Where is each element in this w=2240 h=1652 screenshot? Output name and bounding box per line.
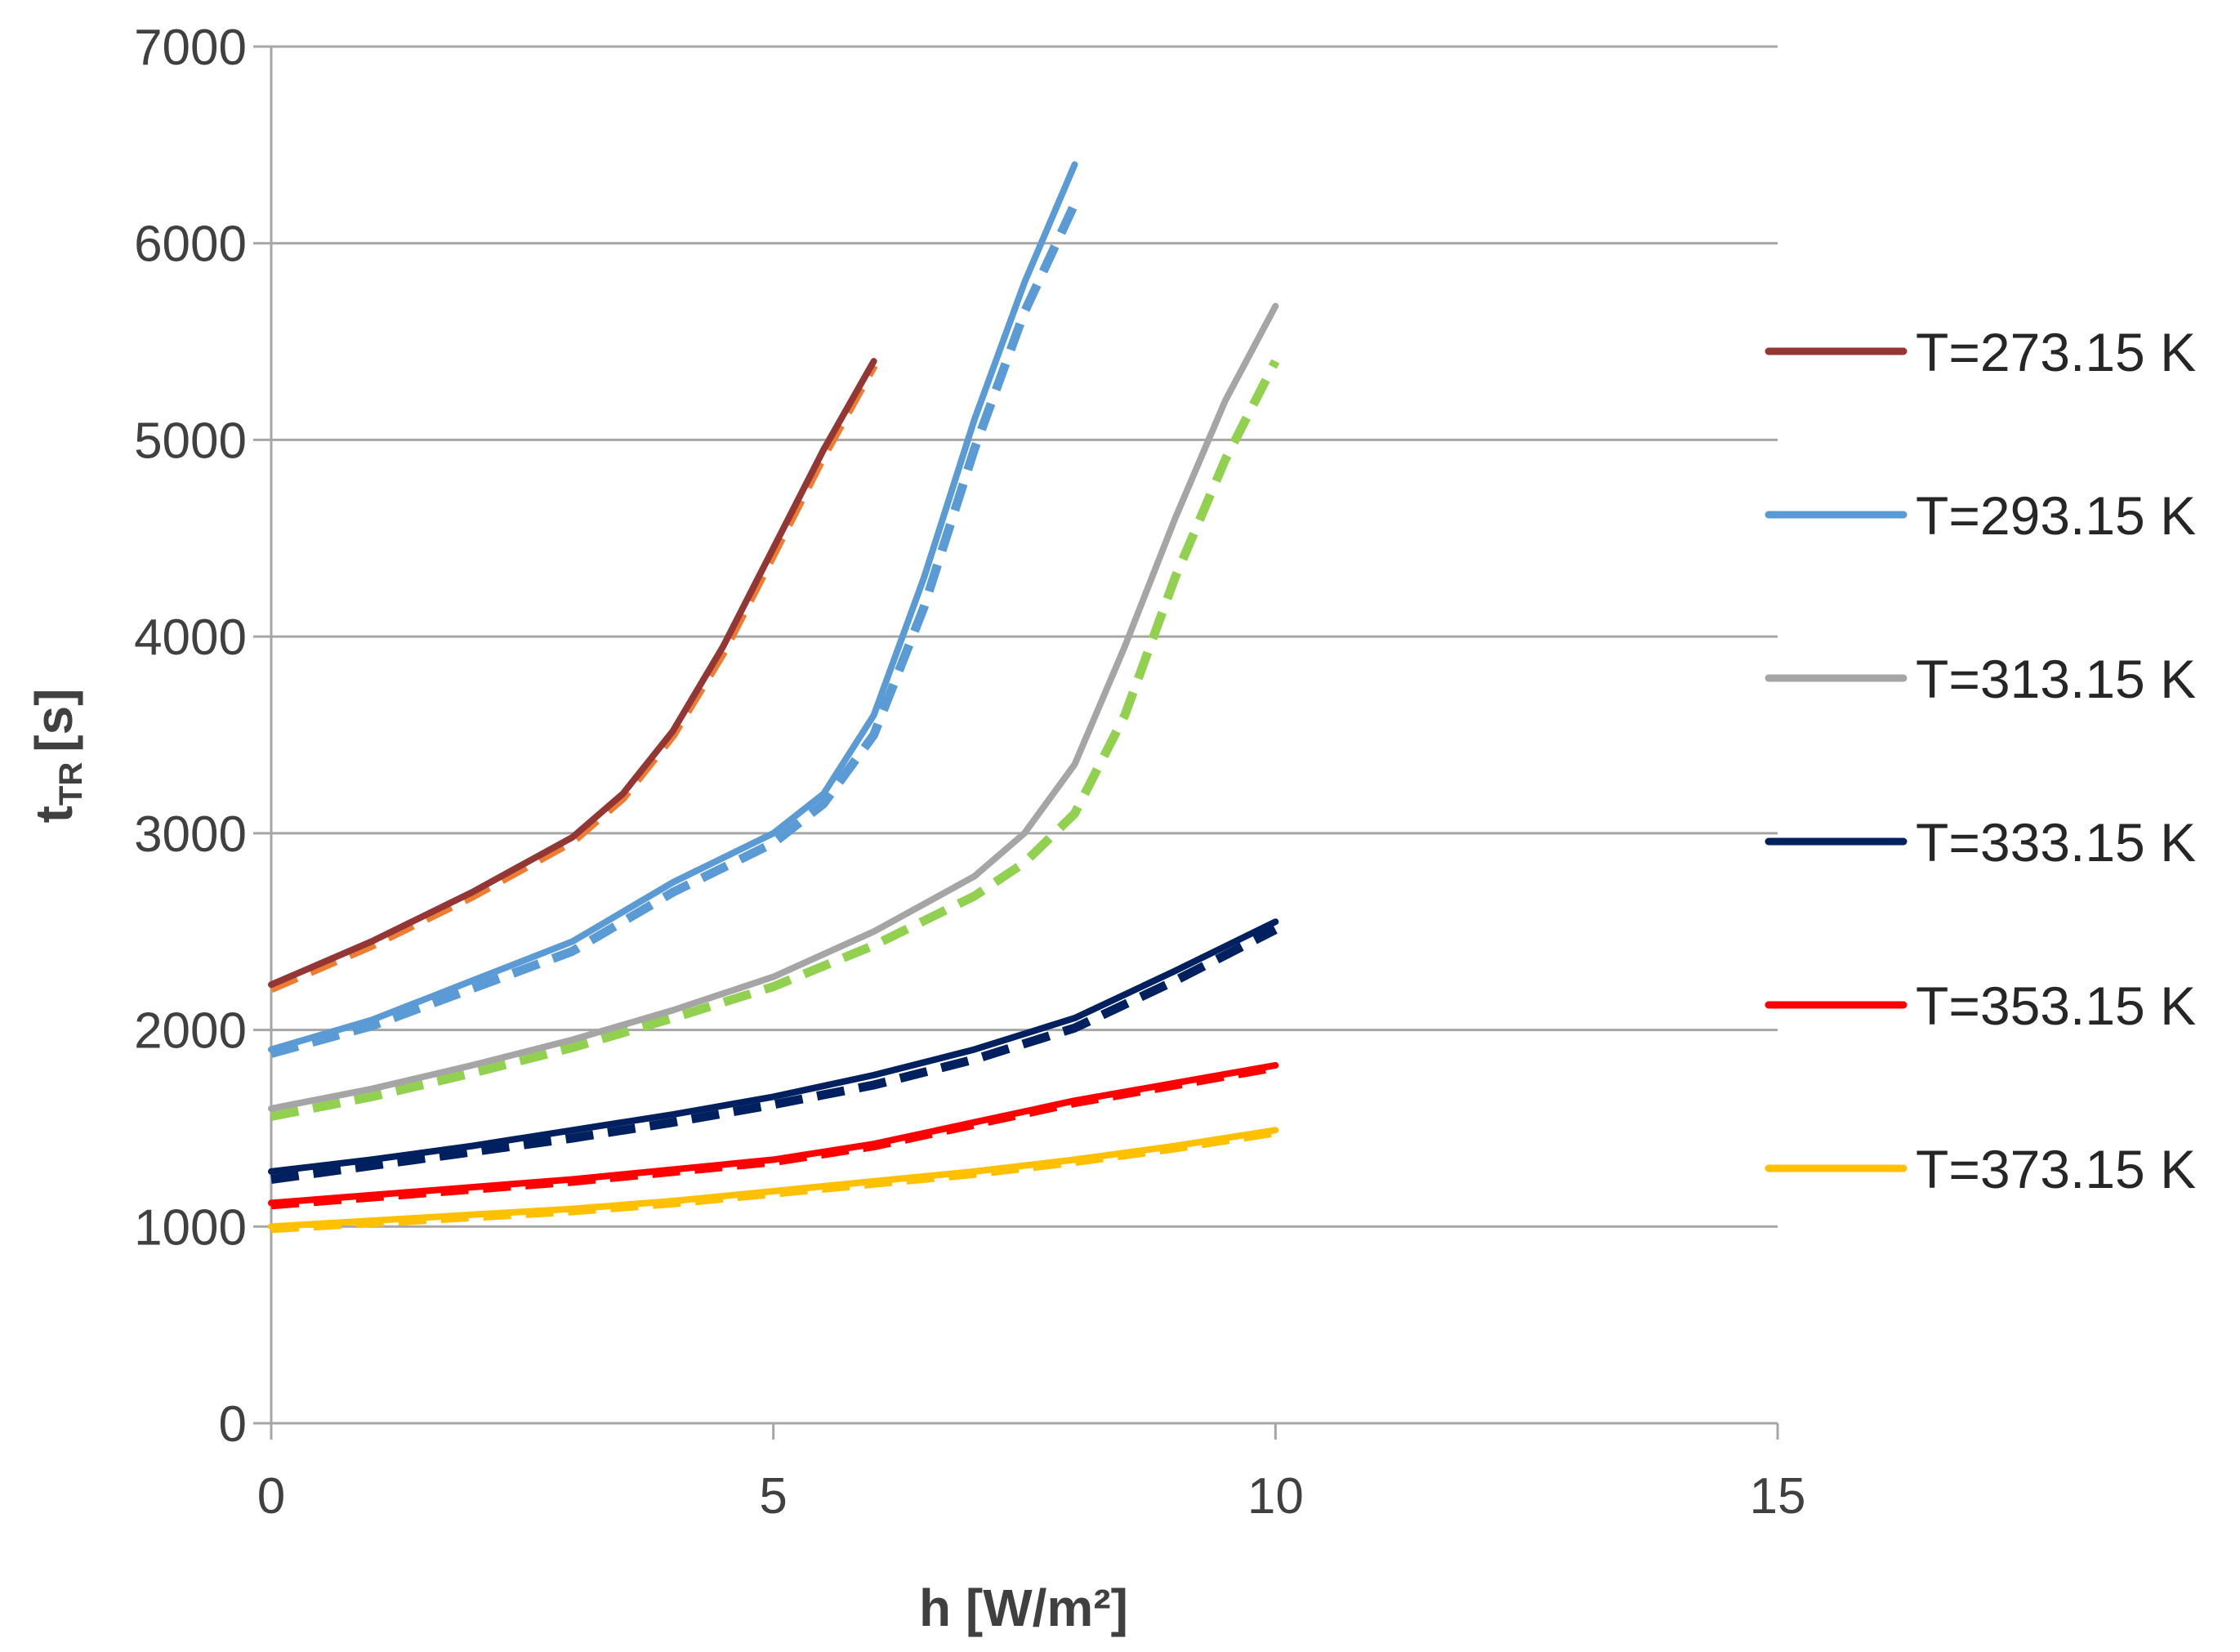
y-axis-title-main: t	[25, 806, 83, 823]
model-line-1	[269, 363, 878, 993]
legend-item: T=353.15 K	[1765, 976, 2196, 1036]
model-line-4	[270, 925, 1278, 1184]
legend-label: T=273.15 K	[1916, 322, 2196, 382]
y-tick-label: 7000	[134, 20, 247, 76]
legend: T=273.15 K T=293.15 K T=313.15 K T=333.15 K…	[1765, 322, 2196, 1199]
series-lines	[268, 161, 1279, 1230]
y-tick-label: 6000	[134, 217, 247, 273]
tick-labels: 0 1000 2000 3000 4000 5000 6000 7000 0 5 10 15	[134, 20, 1805, 1525]
legend-item: T=313.15 K	[1765, 649, 2196, 709]
y-tick-label: 5000	[134, 413, 247, 469]
y-tick-label: 1000	[134, 1199, 247, 1256]
series-line-2	[268, 161, 1078, 1053]
x-tick-label: 15	[1750, 1468, 1806, 1525]
y-tick-label: 4000	[134, 609, 247, 666]
grid-lines	[271, 45, 1778, 1228]
y-tick-label: 3000	[134, 806, 247, 863]
axes	[253, 45, 1779, 1440]
series-line-4	[268, 918, 1279, 1175]
legend-item: T=373.15 K	[1765, 1139, 2196, 1199]
legend-item: T=273.15 K	[1765, 322, 2196, 382]
series-line-6	[268, 1127, 1279, 1230]
model-line-3	[270, 359, 1280, 1121]
x-tick-label: 0	[257, 1468, 285, 1525]
legend-item: T=333.15 K	[1765, 812, 2196, 873]
y-axis-title-unit: [s]	[25, 689, 83, 752]
legend-label: T=373.15 K	[1916, 1139, 2196, 1199]
series-line-3	[268, 302, 1279, 1112]
legend-label: T=353.15 K	[1916, 976, 2196, 1036]
y-axis-title: tTR [s]	[25, 689, 89, 824]
x-axis-title: h [W/m²]	[919, 1578, 1128, 1637]
legend-label: T=313.15 K	[1916, 649, 2196, 709]
series-line-5	[268, 1061, 1279, 1207]
x-tick-label: 10	[1247, 1468, 1304, 1525]
series-line-1	[268, 358, 877, 989]
legend-label: T=333.15 K	[1916, 812, 2196, 873]
model-line-6	[270, 1127, 1277, 1234]
legend-item: T=293.15 K	[1765, 485, 2196, 546]
x-tick-label: 5	[759, 1468, 787, 1525]
y-tick-label: 0	[219, 1396, 247, 1453]
y-axis-title-subscript: TR	[53, 762, 89, 806]
y-tick-label: 2000	[134, 1003, 247, 1060]
model-line-2	[270, 202, 1079, 1058]
legend-label: T=293.15 K	[1916, 485, 2196, 546]
